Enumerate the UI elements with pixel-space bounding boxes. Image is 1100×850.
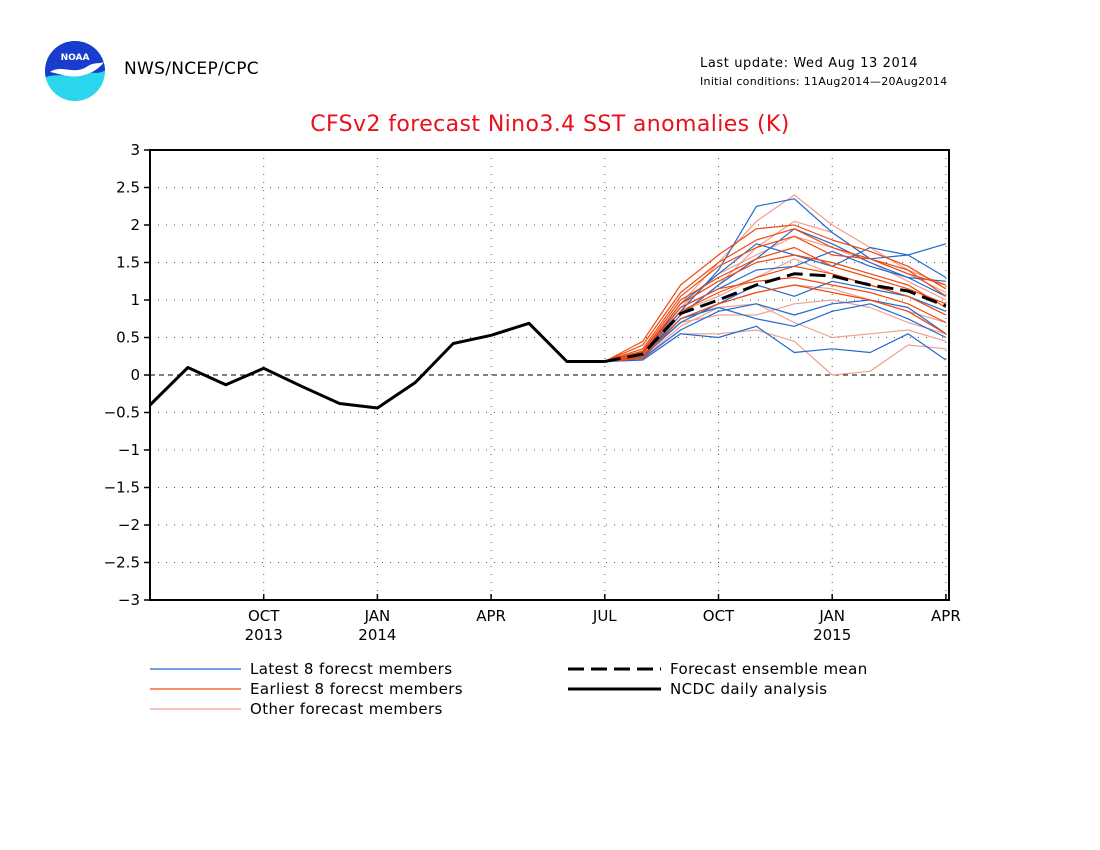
y-tick-label: 3 — [130, 141, 140, 159]
y-tick-label: 0.5 — [116, 329, 140, 347]
y-tick-label: 1 — [130, 291, 140, 309]
y-tick-label: −2 — [118, 516, 140, 534]
legend-label: NCDC daily analysis — [670, 680, 828, 698]
member-line-earliest-8-forecst-members — [604, 284, 947, 363]
member-line-latest-8-forecst-members — [604, 325, 947, 363]
member-line-latest-8-forecst-members — [604, 228, 946, 363]
y-tick-label: −3 — [118, 591, 140, 609]
noaa-logo-text: NOAA — [61, 53, 90, 63]
member-line-earliest-8-forecst-members — [604, 235, 947, 363]
member-line-earliest-8-forecst-members — [604, 254, 947, 363]
forecast-members — [604, 194, 947, 376]
main-series — [148, 272, 947, 410]
grid — [150, 150, 949, 600]
legend-label: Earliest 8 forecst members — [250, 680, 463, 698]
x-tick-label: JAN — [364, 607, 391, 625]
y-tick-label: 2.5 — [116, 179, 140, 197]
member-line-earliest-8-forecst-members — [604, 265, 947, 363]
member-line-earliest-8-forecst-members — [604, 246, 947, 363]
legend: Latest 8 forecst members Earliest 8 forec… — [150, 660, 868, 718]
x-tick-label: JUL — [592, 607, 617, 625]
member-line-other-forecast-members — [604, 284, 947, 363]
member-line-latest-8-forecst-members — [604, 299, 947, 363]
member-line-other-forecast-members — [604, 303, 947, 363]
legend-label: Forecast ensemble mean — [670, 660, 868, 678]
y-axis: 3 2.5 2 1.5 1 0.5 0 −0.5 −1 −1.5 −2 −2.5 −3 — [104, 141, 150, 609]
y-tick-label: −1 — [118, 441, 140, 459]
legend-label: Latest 8 forecst members — [250, 660, 452, 678]
x-tick-label: JAN — [818, 607, 845, 625]
member-line-latest-8-forecst-members — [604, 303, 947, 363]
member-line-latest-8-forecst-members — [604, 198, 947, 363]
member-line-earliest-8-forecst-members — [604, 228, 947, 363]
y-tick-label: −0.5 — [104, 404, 140, 422]
x-tick-year: 2014 — [358, 626, 396, 644]
noaa-logo: NOAA — [45, 41, 105, 101]
y-tick-label: −1.5 — [104, 479, 140, 497]
legend-label: Other forecast members — [250, 700, 443, 718]
x-tick-label: APR — [476, 607, 506, 625]
ensemble-mean-line — [604, 272, 947, 363]
org-label: NWS/NCEP/CPC — [124, 59, 259, 79]
x-tick-label: OCT — [703, 607, 735, 625]
x-tick-label: APR — [931, 607, 961, 625]
x-tick-year: 2013 — [245, 626, 283, 644]
analysis-line — [148, 321, 605, 410]
chart-title: CFSv2 forecast Nino3.4 SST anomalies (K) — [310, 112, 790, 137]
last-update: Last update: Wed Aug 13 2014 — [700, 56, 919, 71]
member-line-earliest-8-forecst-members — [604, 224, 947, 363]
y-tick-label: −2.5 — [104, 554, 140, 572]
x-tick-year: 2015 — [813, 626, 851, 644]
y-tick-label: 1.5 — [116, 254, 140, 272]
member-line-latest-8-forecst-members — [604, 280, 947, 363]
x-tick-label: OCT — [248, 607, 280, 625]
initial-conditions: Initial conditions: 11Aug2014—20Aug2014 — [700, 75, 948, 88]
y-tick-label: 0 — [130, 366, 140, 384]
y-tick-label: 2 — [130, 216, 140, 234]
